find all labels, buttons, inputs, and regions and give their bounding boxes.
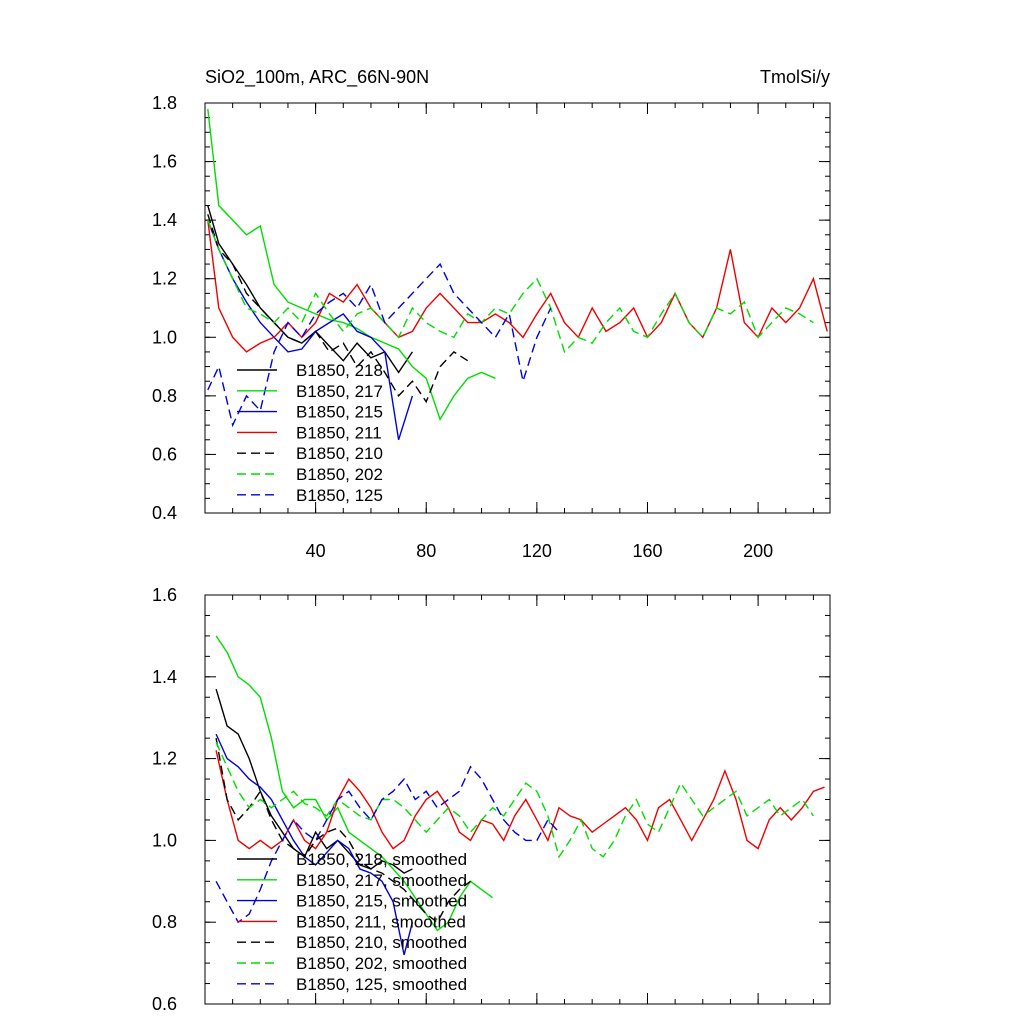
x-tick-label: 80 [416, 541, 436, 561]
x-tick-label: 200 [743, 541, 773, 561]
chart-title-right: TmolSi/y [760, 67, 830, 87]
series-line [207, 214, 469, 404]
legend-label: B1850, 211 [296, 423, 382, 442]
legend-label: B1850, 215 [296, 403, 383, 422]
y-tick-label: 1.0 [152, 830, 177, 850]
y-tick-label: 0.8 [152, 912, 177, 932]
y-tick-label: 0.6 [152, 444, 177, 464]
series-line [207, 219, 414, 441]
x-tick-label: 160 [632, 541, 662, 561]
series-line [215, 750, 825, 850]
y-tick-label: 1.2 [152, 749, 177, 769]
y-tick-label: 1.0 [152, 327, 177, 347]
legend-label: B1850, 211, smoothed [296, 912, 466, 931]
top-panel: 40 80 120 160 200 0.4 0.6 0.8 1.0 1.2 1.4 1.6 1.8 B18… [152, 93, 831, 561]
legend-label: B1850, 217 [296, 382, 383, 401]
legend-label: B1850, 215, smoothed [296, 892, 467, 911]
series-line [207, 108, 496, 421]
y-tick-label: 1.2 [152, 269, 177, 289]
legend-label: B1850, 218 [296, 361, 383, 380]
legend-label: B1850, 218, smoothed [296, 850, 467, 869]
y-tick-label: 1.6 [152, 152, 177, 172]
series-line [215, 635, 494, 932]
y-tick-label: 0.6 [152, 994, 177, 1014]
y-tick-label: 1.8 [152, 93, 177, 113]
y-tick-label: 0.4 [152, 503, 177, 523]
x-tick-label: 40 [306, 541, 326, 561]
series-line [215, 737, 471, 924]
y-tick-label: 1.4 [152, 667, 177, 687]
series-line [207, 262, 552, 428]
y-tick-label: 1.4 [152, 210, 177, 230]
legend-label: B1850, 125 [296, 486, 383, 505]
series-line [215, 688, 413, 874]
bottom-panel: 0.6 0.8 1.0 1.2 1.4 1.6 B1850, 218, smoothed B1… [152, 585, 831, 1014]
chart-title-left: SiO2_100m, ARC_66N-90N [205, 67, 429, 88]
legend-label: B1850, 202 [296, 465, 383, 484]
legend-label: B1850, 217, smoothed [296, 871, 467, 890]
legend-label: B1850, 210, smoothed [296, 933, 467, 952]
y-tick-label: 0.8 [152, 386, 177, 406]
series-line [215, 741, 814, 859]
legend-label: B1850, 210 [296, 444, 383, 463]
x-tick-label: 120 [522, 541, 552, 561]
series-line [207, 219, 814, 354]
y-tick-label: 1.6 [152, 585, 177, 605]
series-line [207, 220, 828, 353]
legend-label: B1850, 125, smoothed [296, 975, 467, 994]
series-line [215, 733, 414, 956]
legend-label: B1850, 202, smoothed [296, 954, 467, 973]
